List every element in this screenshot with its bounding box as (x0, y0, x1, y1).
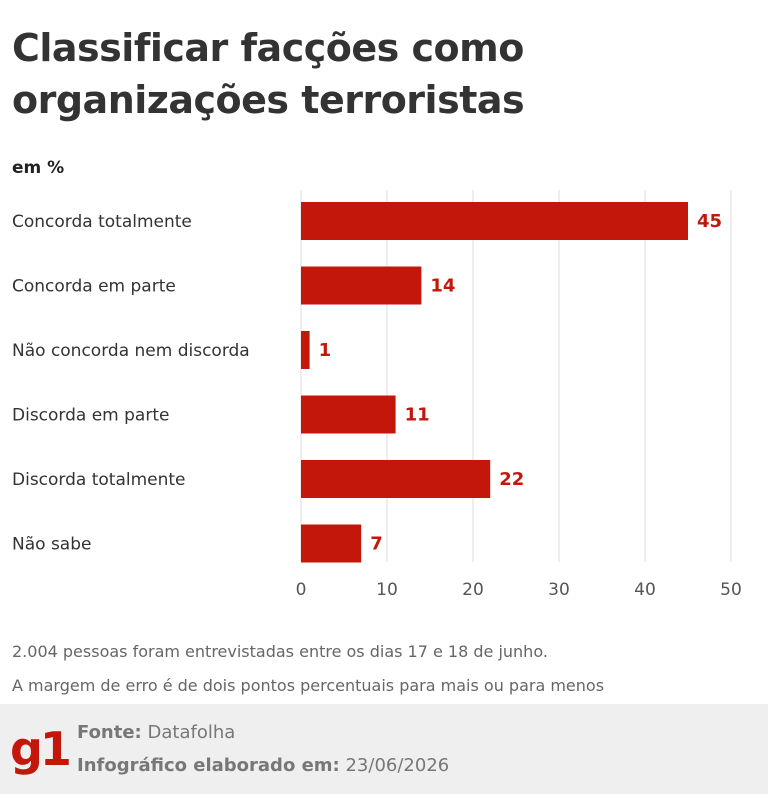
date-value: 23/06/2026 (345, 755, 450, 776)
category-label: Não concorda nem discorda (12, 341, 250, 361)
unit-label: em % (12, 158, 65, 178)
bar (301, 395, 396, 434)
category-label: Não sabe (12, 535, 91, 555)
title-line-2: organizações terroristas (12, 78, 525, 122)
bar (301, 266, 422, 305)
category-label: Discorda em parte (12, 406, 169, 426)
title-line-1: Classificar facções como (12, 26, 524, 70)
x-tick-label: 30 (548, 580, 570, 600)
source-line: Fonte: Datafolha (77, 722, 235, 743)
category-label: Concorda em parte (12, 277, 176, 297)
chart-title: Classificar facções como organizações te… (12, 22, 752, 126)
value-label: 14 (430, 276, 455, 297)
date-label: Infográfico elaborado em: (77, 755, 340, 776)
value-label: 11 (405, 405, 430, 426)
bar (301, 202, 688, 240)
x-tick-label: 20 (462, 580, 484, 600)
date-line: Infográfico elaborado em: 23/06/2026 (77, 755, 449, 776)
value-label: 1 (319, 340, 332, 361)
bar (301, 331, 310, 369)
x-tick-label: 0 (296, 580, 307, 600)
g1-logo: g1 (10, 722, 72, 776)
value-label: 7 (370, 534, 383, 555)
value-label: 22 (499, 469, 524, 490)
bar (301, 460, 491, 498)
x-tick-label: 50 (720, 580, 742, 600)
category-label: Discorda totalmente (12, 470, 186, 490)
margin-note: A margem de erro é de dois pontos percen… (12, 676, 605, 695)
bar-chart: 0 10 20 30 40 50 Concorda totalmente 45 Concorda… (12, 190, 742, 600)
footer: g1 Fonte: Datafolha Infográfico elaborad… (0, 704, 768, 794)
source-value: Datafolha (147, 722, 236, 743)
x-tick-label: 40 (634, 580, 656, 600)
sample-note: 2.004 pessoas foram entrevistadas entre … (12, 642, 548, 661)
x-tick-label: 10 (376, 580, 398, 600)
bar (301, 524, 362, 563)
category-label: Concorda totalmente (12, 212, 192, 232)
source-label: Fonte: (77, 722, 142, 743)
value-label: 45 (697, 211, 722, 232)
